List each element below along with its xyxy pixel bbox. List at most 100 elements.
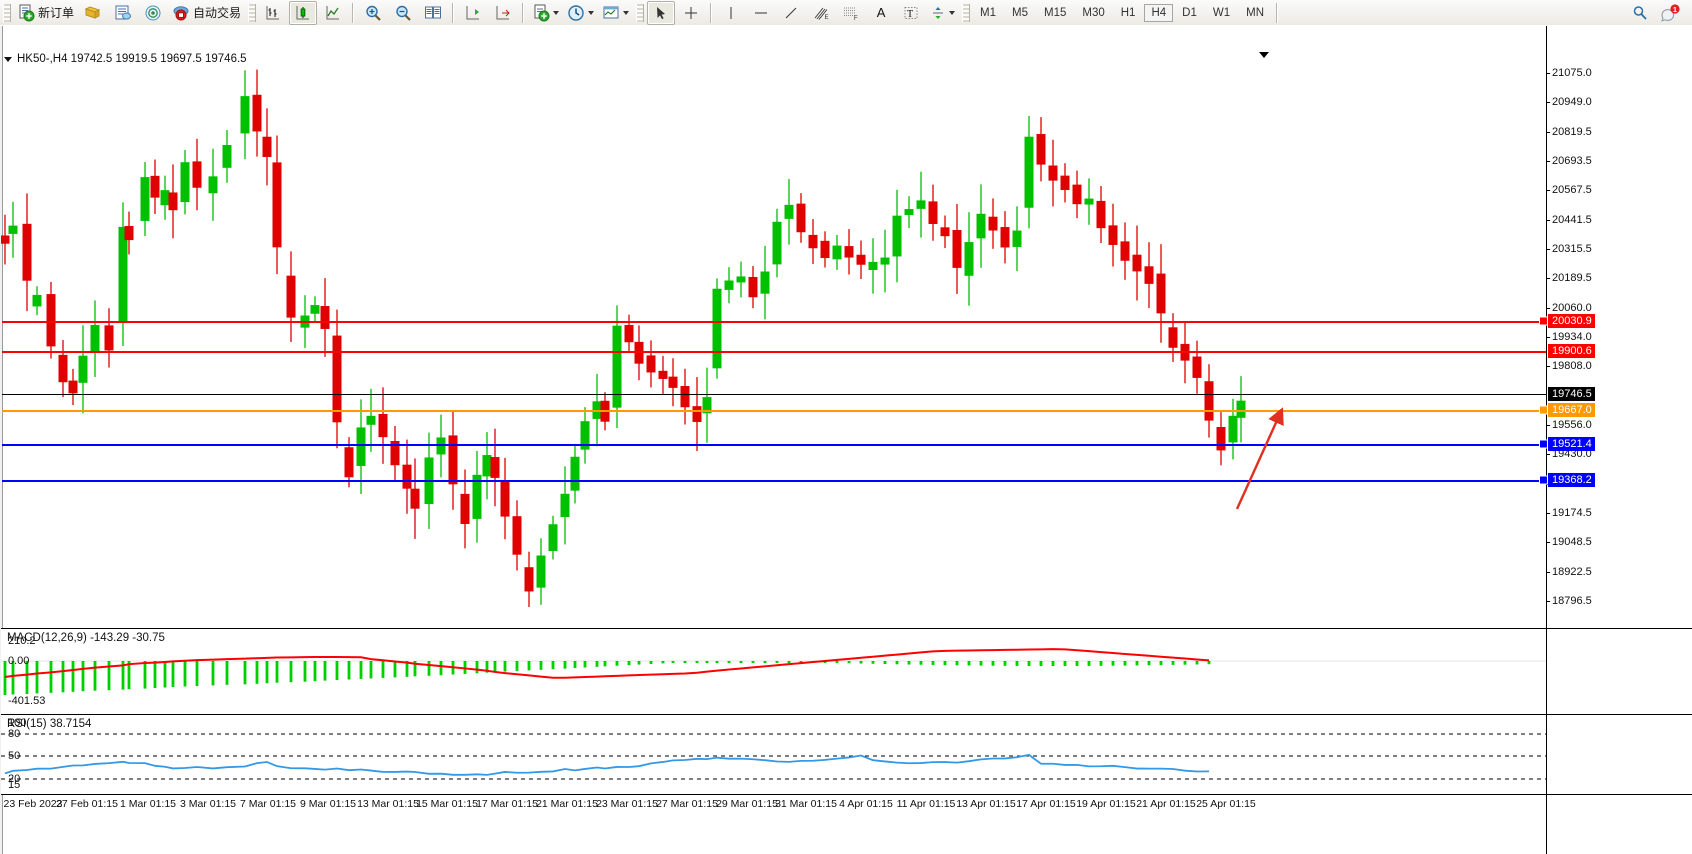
notification-count: 1 <box>1673 5 1677 14</box>
up-arrow-annotation[interactable] <box>1225 394 1345 524</box>
main-toolbar: 新订单 自动交易 <box>0 0 1692 26</box>
candlestick-chart-button[interactable] <box>289 0 318 25</box>
price-line-resistance-2[interactable] <box>2 351 1546 353</box>
line-chart-button[interactable] <box>319 1 347 25</box>
toolbar-separator-1 <box>352 2 355 23</box>
timeframe-m1[interactable]: M1 <box>980 6 997 19</box>
price-label-resistance-2[interactable]: 19900.6 <box>1548 344 1595 358</box>
arrows-caret-icon[interactable] <box>949 10 956 15</box>
market-watch-button[interactable] <box>109 1 137 25</box>
arrows-tool-button[interactable] <box>927 1 958 25</box>
cursor-tool-button[interactable] <box>647 0 676 25</box>
toolbar-separator-2 <box>452 2 455 23</box>
price-label-support-blue-2[interactable]: 19368.2 <box>1548 473 1595 487</box>
rsi-pane[interactable]: RSI(15) 38.7154 100 80 50 20 15 <box>1 714 1692 795</box>
new-order-icon <box>19 4 35 21</box>
date-tick: 23 Mar 01:15 <box>596 798 658 810</box>
periods-button[interactable] <box>564 1 597 25</box>
price-line-support-blue-2[interactable] <box>2 480 1546 482</box>
date-tick: 25 Apr 01:15 <box>1196 798 1256 810</box>
search-icon <box>1633 5 1647 20</box>
toolbar-grip-2[interactable] <box>248 3 257 22</box>
bar-chart-button[interactable] <box>259 1 287 25</box>
price-line-handle[interactable] <box>1539 316 1548 326</box>
timeframe-m5[interactable]: M5 <box>1012 6 1028 19</box>
trendline-tool-button[interactable] <box>777 1 805 25</box>
templates-caret-icon[interactable] <box>623 10 630 15</box>
price-tick: 20060.0 <box>1546 302 1592 314</box>
timeframe-h4[interactable]: H4 <box>1144 3 1174 22</box>
price-label-current-price[interactable]: 19746.5 <box>1548 387 1595 401</box>
notifications-button[interactable]: 1 <box>1656 1 1684 25</box>
data-window-button[interactable] <box>139 1 167 25</box>
timeframe-h1[interactable]: H1 <box>1120 6 1136 19</box>
line-chart-icon <box>326 5 340 19</box>
price-line-handle[interactable] <box>1539 439 1548 449</box>
price-line-support-blue-1[interactable] <box>2 444 1546 446</box>
tile-windows-button[interactable] <box>419 1 447 25</box>
toolbar-grip-3[interactable] <box>636 3 645 22</box>
timeframe-m30[interactable]: M30 <box>1082 6 1105 19</box>
toolbar-separator-3 <box>522 2 525 23</box>
chart-shift-icon <box>466 5 480 19</box>
new-order-button[interactable]: 新订单 <box>14 1 77 25</box>
price-line-handle[interactable] <box>1539 405 1548 415</box>
text-icon: A <box>876 5 886 20</box>
rsi-tick: 100 <box>8 717 27 729</box>
fibonacci-tool-button[interactable]: F <box>837 1 865 25</box>
toolbar-separator-5 <box>1276 2 1278 23</box>
timeframe-mn[interactable]: MN <box>1246 6 1264 19</box>
zoom-in-button[interactable] <box>359 1 387 25</box>
cursor-icon <box>657 6 666 19</box>
chart-menu-triangle-icon[interactable] <box>4 56 12 62</box>
zoom-out-button[interactable] <box>389 1 417 25</box>
price-line-current-price[interactable] <box>2 394 1546 395</box>
price-tick: 19556.0 <box>1546 419 1592 431</box>
price-line-support-orange[interactable] <box>2 410 1546 412</box>
periods-caret-icon[interactable] <box>588 10 595 15</box>
price-chart-canvas[interactable] <box>1 26 1547 626</box>
price-label-support-orange[interactable]: 19667.0 <box>1548 403 1595 417</box>
time-axis-line <box>1 794 1692 795</box>
timeframe-d1[interactable]: D1 <box>1182 6 1197 19</box>
price-line-resistance-1[interactable] <box>2 321 1546 323</box>
date-tick: 7 Mar 01:15 <box>239 798 297 810</box>
text-label-tool-button[interactable]: T <box>897 1 925 25</box>
chart-window[interactable]: HK50-,H4 19742.5 19919.5 19697.5 19746.5… <box>0 25 1692 854</box>
timeframe-m15[interactable]: M15 <box>1044 6 1067 19</box>
date-tick: 31 Mar 01:15 <box>775 798 837 810</box>
date-tick: 23 Feb 2023 <box>3 798 63 810</box>
vertical-line-tool-button[interactable] <box>717 1 745 25</box>
indicators-icon <box>534 4 550 21</box>
channel-icon: E <box>814 7 829 21</box>
toolbar-grip-1[interactable] <box>3 3 11 22</box>
search-button[interactable] <box>1626 1 1654 25</box>
channel-tool-button[interactable]: E <box>807 1 835 25</box>
templates-button[interactable] <box>599 1 632 25</box>
date-tick: 13 Mar 01:15 <box>357 798 419 810</box>
price-tick: 18922.5 <box>1546 566 1592 578</box>
price-line-handle[interactable] <box>1539 475 1548 485</box>
price-label-support-blue-1[interactable]: 19521.4 <box>1548 437 1595 451</box>
date-tick: 9 Mar 01:15 <box>299 798 357 810</box>
date-tick: 1 Mar 01:15 <box>119 798 177 810</box>
price-tick: 20567.5 <box>1546 184 1592 196</box>
indicators-button[interactable] <box>529 1 562 25</box>
horizontal-line-tool-button[interactable] <box>747 1 775 25</box>
macd-pane[interactable]: MACD(12,26,9) -143.29 -30.75 210.2 0.00 -4… <box>1 628 1692 715</box>
timeframe-w1[interactable]: W1 <box>1212 6 1231 19</box>
toolbar-grip-4[interactable] <box>962 3 971 22</box>
price-label-resistance-1[interactable]: 20030.9 <box>1548 314 1595 328</box>
profiles-button[interactable] <box>79 1 107 25</box>
auto-scroll-button[interactable] <box>489 1 517 25</box>
price-tick: 20189.5 <box>1546 272 1592 284</box>
price-tick: 20315.5 <box>1546 243 1592 255</box>
auto-trading-button[interactable]: 自动交易 <box>169 1 244 25</box>
price-tick: 20949.0 <box>1546 96 1592 108</box>
crosshair-tool-button[interactable] <box>677 1 705 25</box>
text-tool-button[interactable]: A <box>867 1 895 25</box>
indicators-caret-icon[interactable] <box>553 10 560 15</box>
date-tick: 21 Mar 01:15 <box>536 798 598 810</box>
chart-shift-button[interactable] <box>459 1 487 25</box>
market-watch-icon <box>115 5 132 19</box>
